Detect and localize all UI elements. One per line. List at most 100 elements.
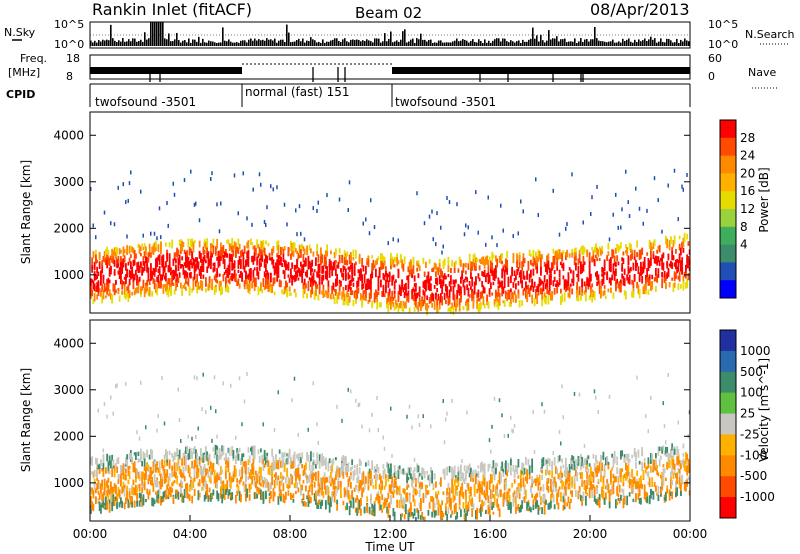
range-gate (163, 421, 166, 426)
range-gate (260, 467, 262, 477)
range-gate (386, 273, 389, 282)
range-gate (210, 478, 212, 484)
range-gate (120, 276, 122, 285)
range-gate (511, 483, 514, 488)
range-gate (637, 481, 640, 490)
range-gate (460, 464, 462, 475)
range-gate (485, 242, 487, 247)
range-gate (97, 464, 100, 470)
range-gate (148, 489, 151, 495)
range-gate (516, 489, 519, 499)
range-gate (147, 252, 150, 263)
range-gate (392, 237, 394, 242)
range-gate (153, 268, 156, 277)
range-gate (442, 244, 444, 249)
range-gate (563, 498, 566, 507)
range-gate (346, 260, 349, 266)
range-gate (143, 261, 146, 271)
range-gate (127, 479, 130, 485)
range-gate (183, 270, 186, 279)
nsky-bar (518, 40, 520, 46)
range-gate (345, 505, 347, 511)
range-gate (226, 239, 229, 244)
range-gate (482, 296, 485, 306)
range-gate (311, 275, 314, 283)
range-gate (668, 242, 671, 251)
range-gate (677, 420, 679, 425)
range-gate (137, 284, 140, 294)
colorbar-segment (720, 155, 736, 174)
range-gate (606, 485, 609, 491)
range-gate (463, 465, 466, 472)
range-gate (358, 253, 361, 263)
range-gate (321, 275, 324, 284)
range-gate (333, 495, 336, 503)
range-gate (466, 284, 469, 291)
range-gate (343, 298, 346, 306)
nsky-bar (418, 39, 420, 46)
nsky-bar (588, 41, 590, 46)
range-gate (546, 284, 549, 294)
range-gate (216, 279, 219, 284)
range-gate (232, 273, 235, 280)
nsky-bar (372, 42, 374, 46)
range-gate (533, 257, 536, 264)
range-gate (193, 262, 196, 271)
range-gate (358, 467, 361, 475)
range-gate (328, 475, 331, 482)
range-gate (397, 268, 400, 279)
range-gate (468, 487, 471, 493)
range-gate (667, 253, 670, 261)
range-gate (680, 284, 682, 289)
range-gate (332, 493, 335, 497)
range-gate (415, 293, 417, 302)
range-gate (343, 487, 346, 491)
range-gate (576, 289, 579, 298)
nsky-bar (134, 38, 136, 46)
range-gate (478, 298, 481, 302)
nsky-bar (388, 38, 390, 46)
range-gate (551, 294, 554, 301)
range-gate (321, 491, 324, 496)
range-gate (502, 228, 504, 233)
range-gate (176, 247, 179, 258)
range-gate (446, 466, 449, 476)
range-gate (287, 476, 290, 485)
range-gate (116, 258, 119, 268)
nsky-bar (242, 40, 244, 46)
range-gate (400, 286, 402, 296)
range-gate (665, 284, 667, 289)
range-gate (651, 477, 654, 488)
range-gate (110, 481, 112, 492)
range-gate (147, 492, 150, 500)
range-gate (497, 299, 500, 303)
range-gate (111, 492, 114, 502)
range-gate (201, 475, 204, 484)
range-gate (235, 468, 237, 477)
range-gate (365, 462, 367, 467)
range-gate (476, 488, 479, 494)
range-gate (356, 509, 359, 514)
range-gate (376, 297, 379, 304)
range-gate (576, 472, 579, 482)
range-gate (186, 482, 189, 491)
range-gate (613, 274, 616, 281)
range-gate (540, 265, 542, 274)
range-gate (455, 485, 457, 495)
range-gate (338, 291, 341, 296)
range-gate (362, 471, 365, 479)
range-gate (140, 380, 142, 385)
range-gate (513, 270, 516, 277)
range-gate (186, 272, 189, 279)
range-gate (437, 499, 440, 508)
range-gate (138, 436, 141, 441)
range-gate (440, 268, 442, 278)
range-gate (345, 466, 347, 476)
range-gate (251, 283, 254, 288)
range-gate (543, 261, 546, 267)
range-gate (406, 296, 409, 302)
range-gate (183, 475, 186, 482)
nsky-bar (592, 39, 594, 46)
range-gate (481, 461, 484, 471)
